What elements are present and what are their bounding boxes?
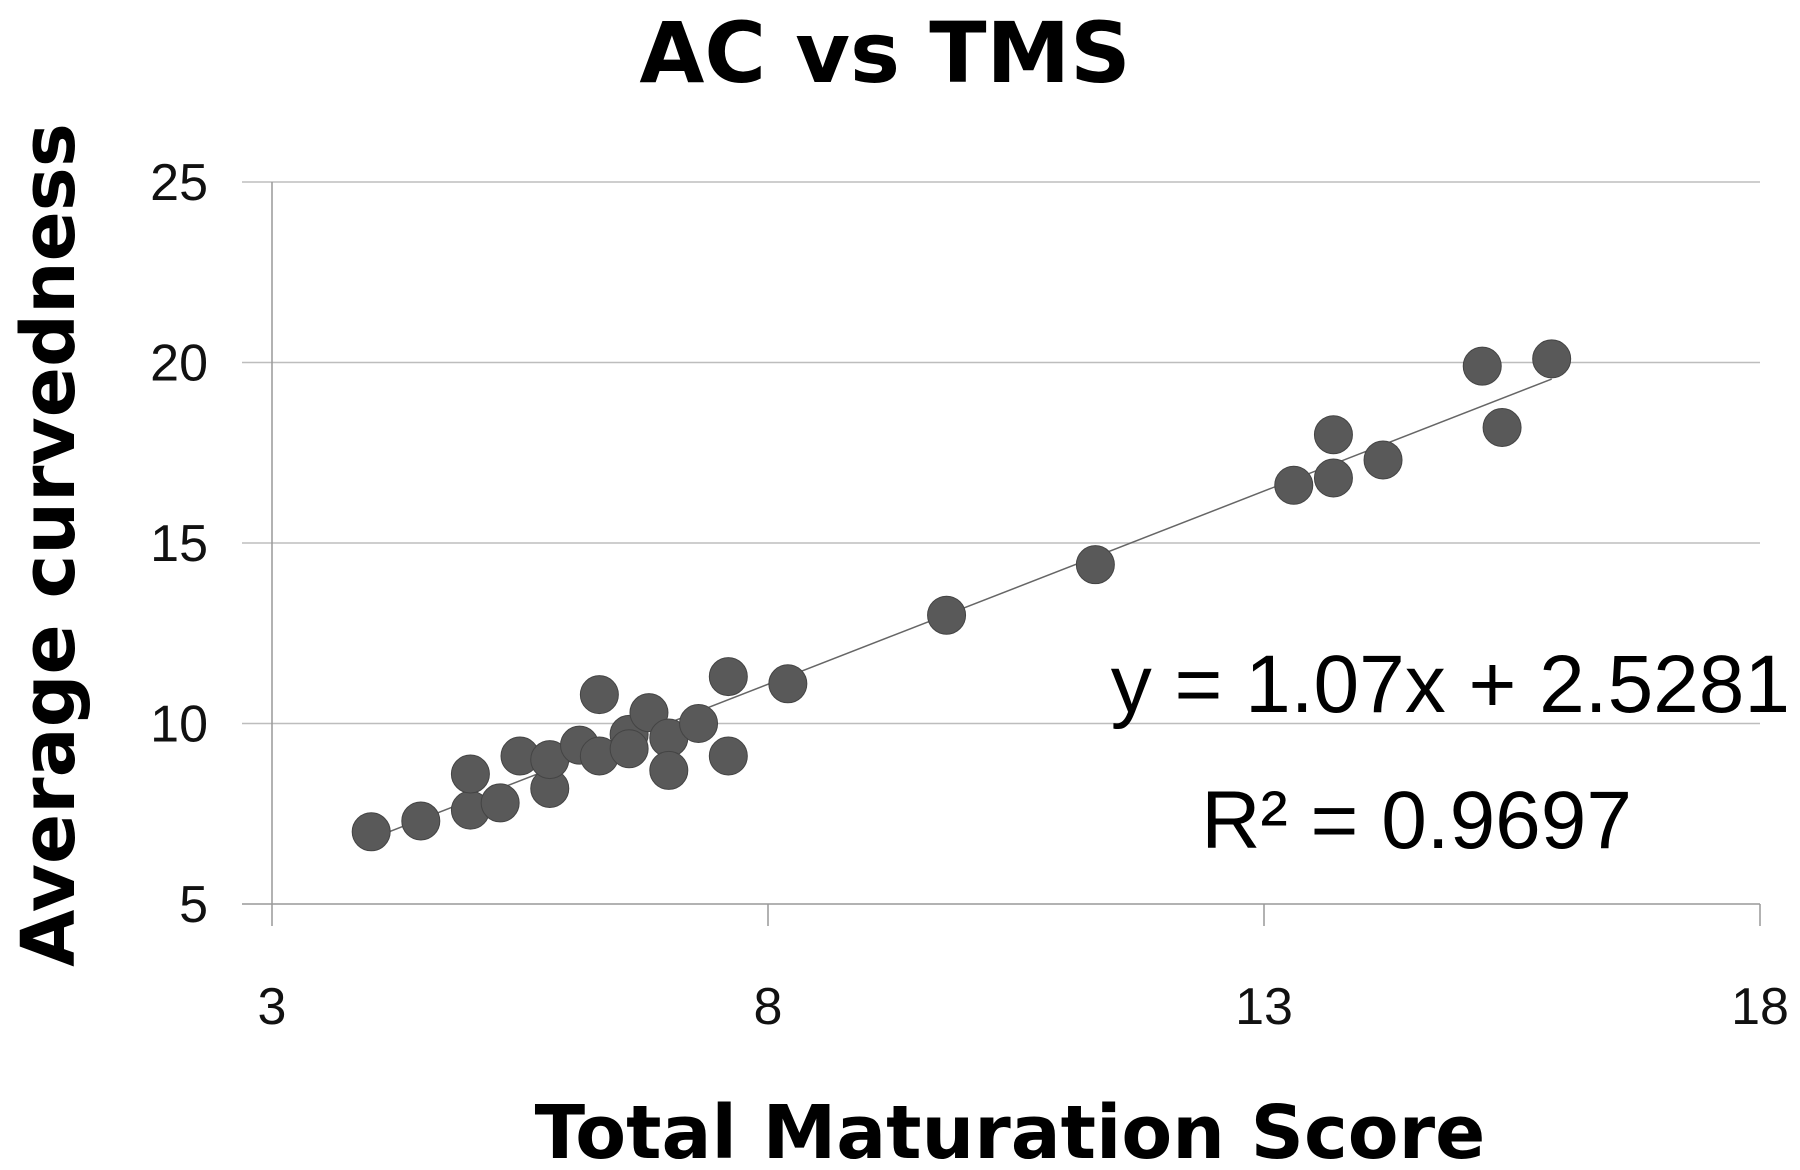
- data-point: [1363, 440, 1403, 480]
- data-point: [1313, 415, 1353, 455]
- data-point: [1482, 407, 1522, 447]
- x-tick-label: 3: [258, 978, 287, 1036]
- data-point: [649, 750, 689, 790]
- r-squared-label: R² = 0.9697: [1201, 775, 1632, 866]
- regression-equation: y = 1.07x + 2.5281: [1111, 639, 1790, 730]
- chart-title: AC vs TMS: [639, 4, 1130, 102]
- data-point: [609, 729, 649, 769]
- x-tick-label: 8: [754, 978, 783, 1036]
- data-point: [480, 783, 520, 823]
- data-point: [768, 664, 808, 704]
- data-point: [1313, 458, 1353, 498]
- tick-labels: 5 10 15 20 25 3 8 13 18: [150, 154, 1789, 1036]
- data-point: [679, 704, 719, 743]
- axes: [242, 182, 1761, 926]
- y-axis-title: Average curvedness: [6, 123, 92, 967]
- data-points: [351, 339, 1572, 852]
- x-tick-label: 13: [1235, 978, 1293, 1036]
- data-point: [1462, 346, 1502, 386]
- y-tick-label: 10: [150, 696, 208, 754]
- y-tick-label: 5: [179, 876, 208, 934]
- data-point: [1532, 339, 1572, 379]
- data-point: [708, 736, 748, 776]
- x-axis-title: Total Maturation Score: [535, 1090, 1486, 1170]
- data-point: [579, 675, 619, 715]
- data-point: [1075, 545, 1115, 585]
- data-point: [708, 657, 748, 697]
- grid-lines: [242, 181, 1760, 725]
- data-point: [1274, 465, 1314, 505]
- data-point: [450, 754, 490, 794]
- y-tick-label: 15: [150, 515, 208, 573]
- x-tick-label: 18: [1731, 978, 1789, 1036]
- y-tick-label: 20: [150, 335, 208, 393]
- y-tick-label: 25: [150, 154, 208, 212]
- data-point: [351, 812, 391, 852]
- data-point: [927, 595, 967, 635]
- data-point: [401, 801, 441, 841]
